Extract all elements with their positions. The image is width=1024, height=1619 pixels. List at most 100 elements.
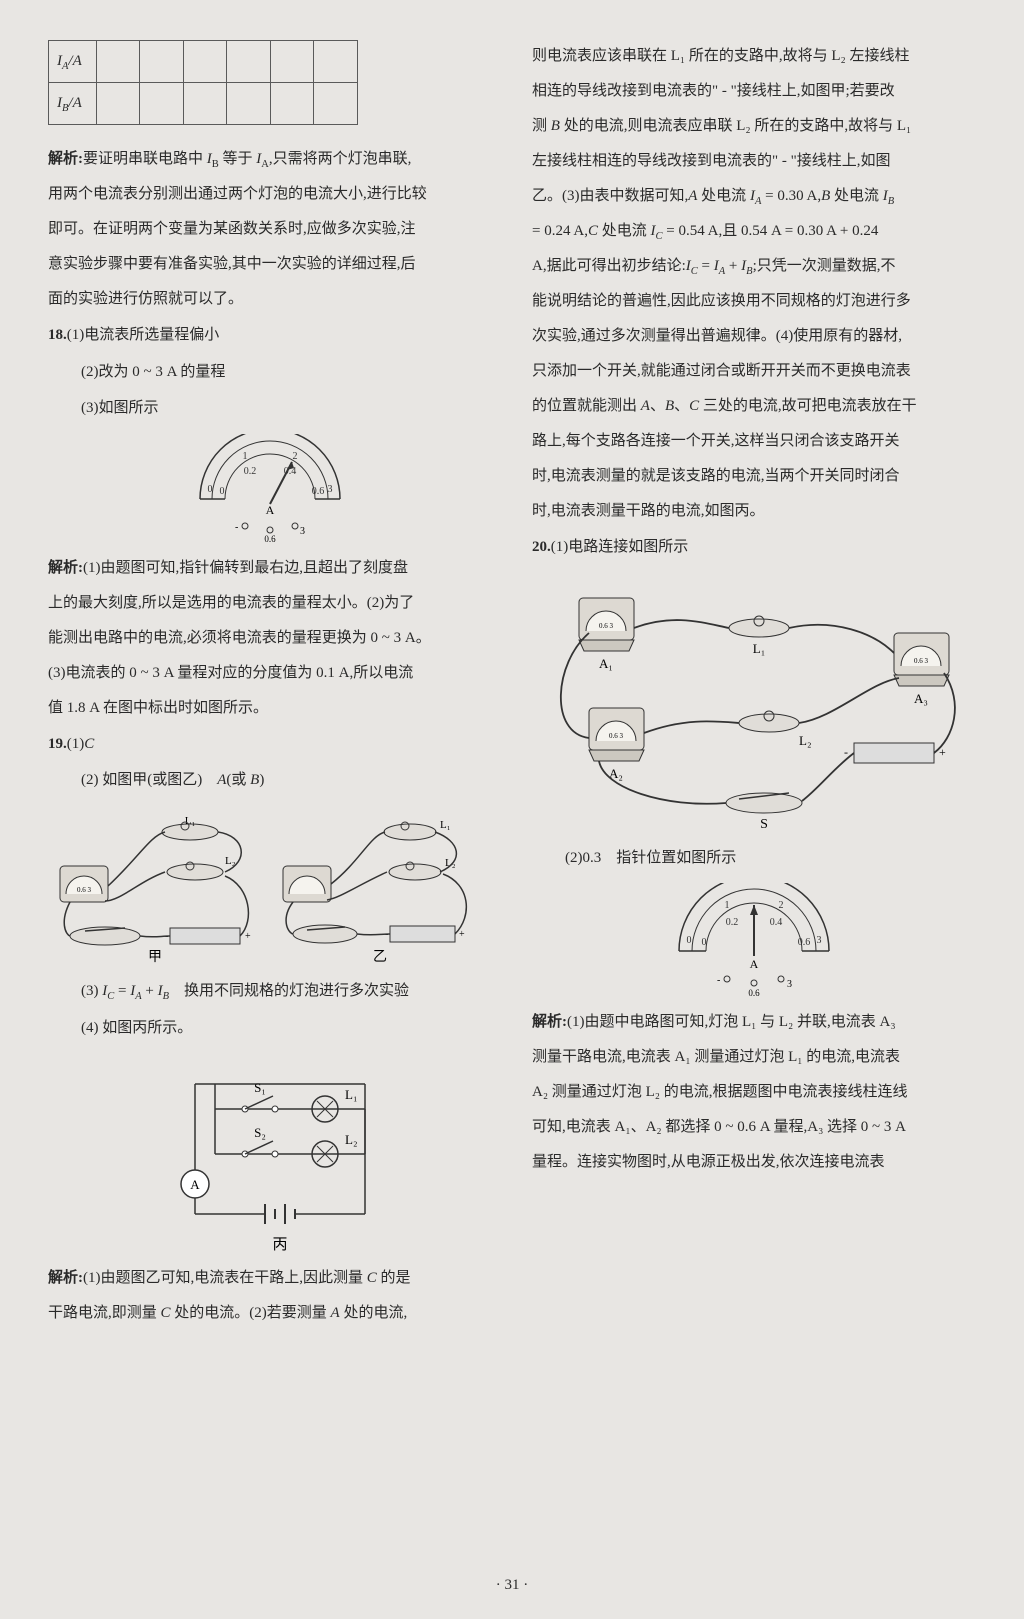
- answer-line: (2) 如图甲(或图乙) A(或 B): [48, 763, 492, 798]
- text-line: 上的最大刻度,所以是选用的电流表的量程太小。(2)为了: [48, 587, 492, 620]
- answer-line: (3) IC = IA + IB 换用不同规格的灯泡进行多次实验: [48, 974, 492, 1009]
- table-cell: [183, 83, 227, 125]
- question-number: 18.: [48, 327, 67, 343]
- table-cell: [140, 41, 184, 83]
- tick-label: 0.2: [726, 917, 739, 928]
- text-line: 时,电流表测量的就是该支路的电流,当两个开关同时闭合: [532, 460, 976, 493]
- tick-label: 0: [208, 484, 213, 495]
- answer-line: (4) 如图丙所示。: [48, 1011, 492, 1046]
- page-content: IA/A IB/A 解析:要证明串联电路中 IB 等于 IA,只需将两个灯泡串联…: [48, 40, 976, 1560]
- ammeter-label: A₁: [599, 656, 613, 671]
- text-line: 乙。(3)由表中数据可知,A 处电流 IA = 0.30 A,B 处电流 IB: [532, 180, 976, 213]
- text-line: 量程。连接实物图时,从电源正极出发,依次连接电流表: [532, 1146, 976, 1179]
- analysis-label: 解析:: [48, 560, 83, 576]
- table-row: IB/A: [49, 83, 358, 125]
- circuit-20: 0.6 3 A₁ 0.6 3 A₂ 0.6 3 A₃ L₁ L₂ - +: [534, 573, 974, 833]
- table-cell: [314, 83, 358, 125]
- fig-label: 甲: [148, 950, 162, 965]
- table-cell: [314, 41, 358, 83]
- text-line: 能说明结论的普遍性,因此应该换用不同规格的灯泡进行多: [532, 285, 976, 318]
- answer: (1)C: [67, 736, 95, 752]
- ammeter-diagram: 0 1 2 3 0 0.2 0.4 0.6 A - 0.6 3: [170, 434, 370, 544]
- table-cell: [270, 83, 314, 125]
- range-label: 3: [787, 979, 792, 990]
- table-cell: [140, 83, 184, 125]
- bulb-label: L₁: [440, 819, 451, 831]
- meter-letter: A: [750, 957, 759, 971]
- page-number: · 31 ·: [48, 1568, 976, 1603]
- table-cell: [227, 83, 271, 125]
- bulb-label: L₁: [345, 1087, 357, 1102]
- svg-text:-: -: [717, 975, 720, 986]
- meter-scale: 0.6 3: [914, 657, 929, 665]
- text-line: 可知,电流表 A₁、A₂ 都选择 0 ~ 0.6 A 量程,A₃ 选择 0 ~ …: [532, 1111, 976, 1144]
- meter-scale: 0.6 3: [77, 886, 92, 894]
- switch-label: S₁: [254, 1080, 266, 1095]
- analysis-para: 解析:(1)由题中电路图可知,灯泡 L₁ 与 L₂ 并联,电流表 A₃: [532, 1006, 976, 1039]
- text-line: 路上,每个支路各连接一个开关,这样当只闭合该支路开关: [532, 425, 976, 458]
- circuit-bing: S₁ L₁ S₂ L₂ A 丙: [145, 1054, 395, 1254]
- text-line: = 0.24 A,C 处电流 IC = 0.54 A,且 0.54 A = 0.…: [532, 215, 976, 248]
- text-line: 时,电流表测量干路的电流,如图丙。: [532, 495, 976, 528]
- ammeter-label: A: [190, 1177, 200, 1192]
- tick-label: 0: [702, 937, 707, 948]
- answer: (1)电路连接如图所示: [551, 539, 689, 555]
- fig-label: 丙: [272, 1237, 287, 1253]
- ammeter-diagram-2: 0 1 2 3 0 0.2 0.4 0.6 A - 0.6 3: [649, 883, 859, 998]
- analysis-label: 解析:: [48, 1270, 83, 1286]
- text-line: 测 B 处的电流,则电流表应串联 L₂ 所在的支路中,故将与 L₁: [532, 110, 976, 143]
- analysis-para: 解析:(1)由题图乙可知,电流表在干路上,因此测量 C 的是: [48, 1262, 492, 1295]
- tick-label: 1: [725, 900, 730, 911]
- answer-line: (2)0.3 指针位置如图所示: [532, 841, 976, 876]
- text-line: 只添加一个开关,就能通过闭合或断开开关而不更换电流表: [532, 355, 976, 388]
- bulb-label: L₁: [753, 641, 765, 656]
- row-header: IA/A: [49, 41, 97, 83]
- bulb-label: L₂: [345, 1132, 357, 1147]
- bulb-label: L₂: [225, 855, 236, 867]
- text: (1)由题中电路图可知,灯泡 L₁ 与 L₂ 并联,电流表 A₃: [567, 1014, 896, 1030]
- switch-label: S₂: [254, 1125, 266, 1140]
- bulb-label: L₂: [799, 733, 811, 748]
- answer-line: (2)改为 0 ~ 3 A 的量程: [48, 355, 492, 390]
- text-line: (3)电流表的 0 ~ 3 A 量程对应的分度值为 0.1 A,所以电流: [48, 657, 492, 690]
- tick-label: 0.4: [770, 917, 783, 928]
- text-line: 意实验步骤中要有准备实验,其中一次实验的详细过程,后: [48, 248, 492, 281]
- text: 要证明串联电路中 IB 等于 IA,只需将两个灯泡串联,: [83, 151, 411, 167]
- text: (1)由题图乙可知,电流表在干路上,因此测量 C 的是: [83, 1270, 411, 1286]
- tick-label: 0.6: [798, 937, 811, 948]
- text-line: 值 1.8 A 在图中标出时如图所示。: [48, 692, 492, 725]
- text-line: 测量干路电流,电流表 A₁ 测量通过灯泡 L₁ 的电流,电流表: [532, 1041, 976, 1074]
- text-line: 面的实验进行仿照就可以了。: [48, 283, 492, 316]
- q19: 19.(1)C: [48, 727, 492, 762]
- table-cell: [96, 83, 140, 125]
- tick-label: 0.6: [312, 486, 325, 497]
- tick-label: 2: [293, 451, 298, 462]
- text-line: 相连的导线改接到电流表的" - "接线柱上,如图甲;若要改: [532, 75, 976, 108]
- switch-label: S: [760, 817, 768, 832]
- circuit-jia-yi: L₁ L₂ 0.6 3 -+ 甲 L₁ L₂: [50, 806, 490, 966]
- range-label: 3: [300, 526, 305, 537]
- text-line: 次实验,通过多次测量得出普遍规律。(4)使用原有的器材,: [532, 320, 976, 353]
- svg-text:+: +: [459, 929, 465, 940]
- table-cell: [270, 41, 314, 83]
- table-row: IA/A: [49, 41, 358, 83]
- table-cell: [183, 41, 227, 83]
- text: (1)由题图可知,指针偏转到最右边,且超出了刻度盘: [83, 560, 408, 576]
- tick-label: 0: [220, 486, 225, 497]
- right-column: 则电流表应该串联在 L₁ 所在的支路中,故将与 L₂ 左接线柱 相连的导线改接到…: [532, 40, 976, 1560]
- data-table: IA/A IB/A: [48, 40, 358, 125]
- text-line: 即可。在证明两个变量为某函数关系时,应做多次实验,注: [48, 213, 492, 246]
- tick-label: 3: [817, 935, 822, 946]
- analysis-label: 解析:: [48, 151, 83, 167]
- ammeter-label: A₃: [914, 691, 928, 706]
- range-label: 0.6: [264, 534, 276, 544]
- meter-letter: A: [266, 503, 275, 517]
- text-line: 的位置就能测出 A、B、C 三处的电流,故可把电流表放在干: [532, 390, 976, 423]
- answer: (1)电流表所选量程偏小: [67, 327, 220, 343]
- text-line: 左接线柱相连的导线改接到电流表的" - "接线柱上,如图: [532, 145, 976, 178]
- tick-label: 2: [779, 900, 784, 911]
- text-line: 用两个电流表分别测出通过两个灯泡的电流大小,进行比较: [48, 178, 492, 211]
- answer-line: (3)如图所示: [48, 391, 492, 426]
- minus-label: -: [844, 745, 848, 759]
- tick-label: 3: [328, 484, 333, 495]
